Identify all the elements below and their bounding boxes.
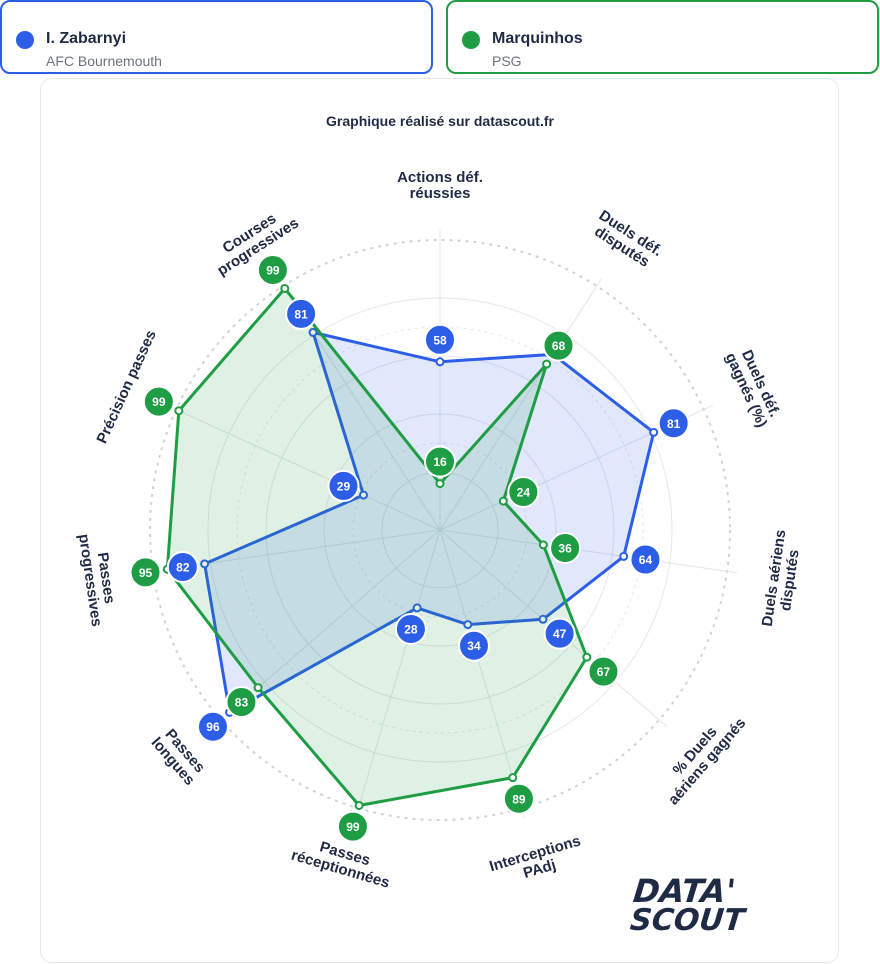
svg-text:83: 83 [235, 696, 249, 710]
series1-point-10 [308, 327, 318, 337]
svg-text:96: 96 [206, 720, 220, 734]
svg-text:34: 34 [467, 639, 481, 653]
series1-label-0: 58 [424, 323, 456, 356]
axis-label-5: InterceptionsPAdj [488, 832, 588, 890]
series2-label-1: 68 [542, 329, 575, 362]
series1-label-2: 81 [657, 407, 690, 440]
axis-label-2: Duels déf.gagnés (%) [722, 344, 785, 430]
svg-text:47: 47 [553, 627, 567, 641]
player-card-2[interactable]: Marquinhos PSG [446, 0, 879, 74]
spoke-9 [166, 404, 441, 531]
series2-point-2 [498, 496, 508, 506]
series2-point-10 [280, 283, 290, 293]
series2-label-10: 99 [256, 253, 289, 286]
series2-label-5: 89 [502, 782, 535, 815]
player2-color-dot [462, 31, 480, 49]
datascout-logo: DATA' SCOUT [628, 872, 748, 938]
series1-point-3 [619, 551, 629, 561]
axis-label-6: Passesréceptionnées [289, 831, 396, 891]
series1-point-5 [463, 620, 473, 630]
series2-point-9 [174, 406, 184, 416]
series2-point-7 [253, 683, 263, 693]
series2-label-4: 67 [587, 655, 620, 688]
series1-point-0 [435, 357, 445, 367]
grid-ring-outer [149, 239, 731, 821]
svg-text:67: 67 [597, 665, 611, 679]
svg-text:58: 58 [433, 333, 447, 347]
series2-label-7: 83 [225, 686, 258, 719]
player1-color-dot [16, 31, 34, 49]
svg-text:29: 29 [337, 479, 351, 493]
player1-club: AFC Bournemouth [46, 53, 162, 69]
svg-text:64: 64 [639, 553, 653, 567]
axis-label-3: Duels aériensdisputés [759, 529, 806, 630]
logo-line2: SCOUT [628, 903, 748, 938]
radar-series [162, 283, 659, 810]
series1-point-9 [358, 490, 368, 500]
series1-point-2 [649, 427, 659, 437]
axis-label-8: Passesprogressives [75, 531, 121, 628]
axis-label-1: Duels déf.disputés [587, 207, 665, 274]
series1-label-9: 29 [327, 469, 360, 502]
series1-label-4: 47 [543, 617, 576, 650]
chart-title: Graphique réalisé sur datascout.fr [326, 113, 555, 129]
series1-point-4 [538, 614, 548, 624]
svg-text:95: 95 [139, 566, 153, 580]
series2-label-9: 99 [142, 385, 175, 418]
svg-text:81: 81 [667, 417, 681, 431]
grid-ring-dashed-2 [236, 326, 644, 734]
svg-text:24: 24 [517, 485, 531, 499]
grid-ring-dashed-1 [352, 442, 528, 618]
series2-point-5 [508, 773, 518, 783]
spoke-3 [439, 529, 738, 574]
series2-point-0 [435, 479, 445, 489]
svg-text:89: 89 [512, 792, 526, 806]
series2-label-0: 16 [424, 445, 456, 478]
svg-text:99: 99 [266, 263, 280, 277]
series2-label-6: 99 [336, 810, 369, 843]
series-area-2 [165, 286, 589, 807]
axis-label-9: Précision passes [93, 328, 159, 447]
player-card-1[interactable]: I. Zabarnyi AFC Bournemouth [0, 0, 433, 74]
svg-text:82: 82 [176, 560, 190, 574]
axis-label-0: Actions déf. réussies [397, 169, 483, 202]
series2-point-3 [538, 540, 548, 550]
logo-line1: DATA' [631, 872, 737, 910]
series2-point-1 [542, 359, 552, 369]
spoke-5 [439, 529, 525, 818]
series2-label-3: 36 [549, 531, 582, 564]
series1-label-5: 34 [457, 629, 490, 662]
series1-label-7: 96 [196, 710, 229, 743]
spoke-1 [439, 277, 603, 531]
player2-name: Marquinhos [492, 30, 583, 47]
series1-label-10: 81 [285, 297, 318, 330]
svg-text:99: 99 [346, 820, 360, 834]
series2-label-8: 95 [129, 556, 162, 589]
series1-point-6 [412, 603, 422, 613]
series1-label-6: 28 [394, 613, 427, 646]
axis-label-4: % Duelsaériens gagnés [653, 704, 749, 808]
series2-label-2: 24 [507, 475, 540, 508]
series1-label-8: 82 [166, 550, 199, 583]
player2-club: PSG [492, 53, 522, 69]
series1-point-8 [200, 559, 210, 569]
svg-text:81: 81 [294, 307, 308, 321]
value-labels: 58 81 64 47 34 28 96 82 29 81 16 68 24 36 67 89 99 83 95 99… [129, 253, 690, 843]
spoke-6 [355, 529, 441, 818]
svg-text:99: 99 [152, 395, 166, 409]
svg-text:28: 28 [404, 623, 418, 637]
player1-name: I. Zabarnyi [46, 30, 127, 47]
svg-text:16: 16 [433, 455, 447, 469]
series2-point-4 [582, 652, 592, 662]
svg-text:36: 36 [558, 541, 572, 555]
series1-label-3: 64 [629, 543, 662, 576]
series2-point-6 [354, 800, 364, 810]
svg-text:68: 68 [552, 339, 566, 353]
